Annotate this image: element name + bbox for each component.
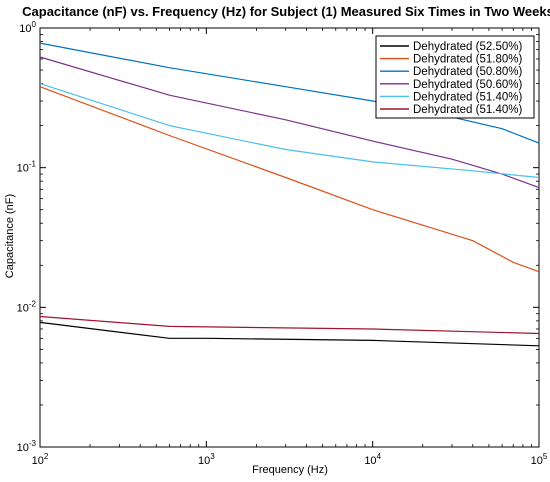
- x-tick-label: 104: [364, 452, 381, 467]
- legend-item: Dehydrated (52.50%): [380, 41, 522, 53]
- y-tick-label: 10-3: [17, 439, 37, 454]
- legend-item: Dehydrated (51.40%): [380, 104, 522, 116]
- series-line-6: [39, 315, 540, 335]
- legend-item: Dehydrated (51.80%): [380, 54, 522, 66]
- series-line-3: [39, 42, 540, 144]
- x-tick-label: 102: [32, 452, 49, 467]
- minor-ticks: [40, 28, 539, 447]
- y-tick-label: 10-1: [17, 160, 37, 175]
- x-axis-label: Frequency (Hz): [252, 464, 328, 476]
- y-tick-label: 100: [19, 20, 36, 35]
- legend-box: [375, 35, 535, 119]
- chart-title: Capacitance (nF) vs. Frequency (Hz) for …: [22, 4, 550, 19]
- legend-label: Dehydrated (52.50%): [413, 41, 522, 53]
- plot-frame: [39, 27, 540, 448]
- legend-label: Dehydrated (50.60%): [413, 79, 522, 91]
- legend-item: Dehydrated (51.40%): [380, 91, 522, 103]
- series-line-2: [39, 86, 540, 273]
- legend-label: Dehydrated (51.40%): [413, 91, 522, 103]
- legend-label: Dehydrated (51.40%): [413, 104, 522, 116]
- x-tick-label: 105: [531, 452, 548, 467]
- y-tick-label: 10-2: [17, 299, 37, 314]
- legend-label: Dehydrated (51.80%): [413, 54, 522, 66]
- legend-item: Dehydrated (50.60%): [380, 79, 522, 91]
- series-line-5: [39, 83, 540, 179]
- legend-label: Dehydrated (50.80%): [413, 66, 522, 78]
- y-axis-label: Capacitance (nF): [4, 194, 16, 278]
- x-tick-label: 103: [198, 452, 215, 467]
- legend-item: Dehydrated (50.80%): [380, 66, 522, 78]
- legend: Dehydrated (52.50%)Dehydrated (51.80%)De…: [375, 35, 535, 119]
- plot-area: 102 103 104 105 10-3 10-2 10-1 100: [17, 20, 548, 467]
- series-line-1: [39, 321, 540, 347]
